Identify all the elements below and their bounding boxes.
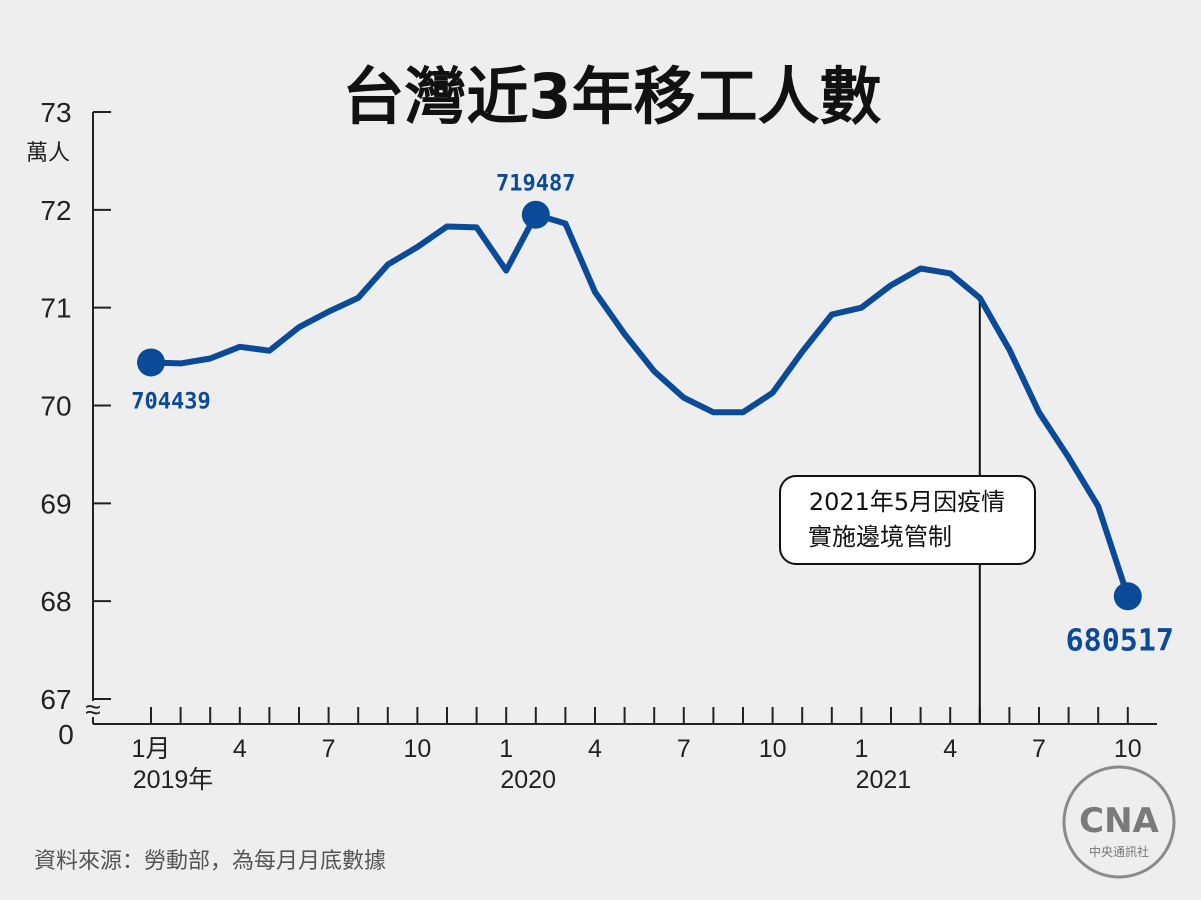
y-tick-label: 69 xyxy=(40,488,71,519)
logo-text: 中央通訊社 xyxy=(1089,844,1149,859)
data-label: 680517 xyxy=(1066,623,1174,658)
x-tick-label: 1 xyxy=(854,735,868,763)
annotation-box-frame xyxy=(779,475,1036,565)
x-tick-label: 7 xyxy=(677,735,691,763)
x-years: 2019年 2020 2021 xyxy=(133,766,912,794)
y-tick-label: 71 xyxy=(40,293,71,324)
source-note: 資料來源：勞動部，為每月月底數據 xyxy=(34,849,386,874)
axis-break-gap xyxy=(82,701,104,717)
y-tick-label: 73 xyxy=(40,97,71,128)
x-tick-label: 7 xyxy=(1032,735,1046,763)
data-point-marker xyxy=(137,348,165,377)
x-year-label: 2020 xyxy=(500,766,556,794)
data-point-marker xyxy=(521,200,550,229)
y-tick-label: 67 xyxy=(40,684,71,715)
x-year-label: 2021 xyxy=(856,766,912,794)
series-line xyxy=(148,211,1131,600)
x-year-label: 2019年 xyxy=(133,766,214,794)
y-tick-label: 70 xyxy=(40,391,71,422)
logo-mark: CNA xyxy=(1079,801,1159,841)
chart-title: 台灣近3年移工人數 xyxy=(342,60,881,133)
x-tick-label: 10 xyxy=(759,735,787,763)
annotation-line-1: 2021年5月因疫情 xyxy=(809,488,1005,516)
x-tick-label: 4 xyxy=(588,735,602,763)
y-axis-unit: 萬人 xyxy=(26,141,70,166)
data-label: 719487 xyxy=(496,172,575,197)
annotation-box: 2021年5月因疫情 實施邊境管制 xyxy=(779,475,1036,565)
y-tick-label: 68 xyxy=(40,586,71,617)
x-tick-label: 1 xyxy=(499,735,513,763)
x-ticks: 1月 4 7 10 1 4 7 10 1 4 7 10 xyxy=(132,707,1142,763)
data-label: 704439 xyxy=(131,389,210,414)
logo-circle xyxy=(1062,765,1176,879)
x-tick-label: 7 xyxy=(322,735,336,763)
annotation-line-2: 實施邊境管制 xyxy=(808,523,952,551)
x-tick-label: 4 xyxy=(233,735,247,763)
y-axis-zero-label: 0 xyxy=(58,719,74,750)
cna-logo: CNA 中央通訊社 xyxy=(1062,765,1176,879)
x-tick-label: 1月 xyxy=(132,735,171,763)
data-point-marker xyxy=(1113,582,1142,611)
series-layer: 704439 719487 680517 xyxy=(131,172,1174,659)
x-tick-label: 10 xyxy=(1114,735,1142,763)
y-tick-label: 72 xyxy=(40,195,71,226)
x-tick-label: 10 xyxy=(403,735,431,763)
y-ticks: 73 72 71 70 69 68 67 xyxy=(40,97,111,715)
x-tick-label: 4 xyxy=(943,735,957,763)
y-axis-break: ≈ xyxy=(85,694,100,725)
